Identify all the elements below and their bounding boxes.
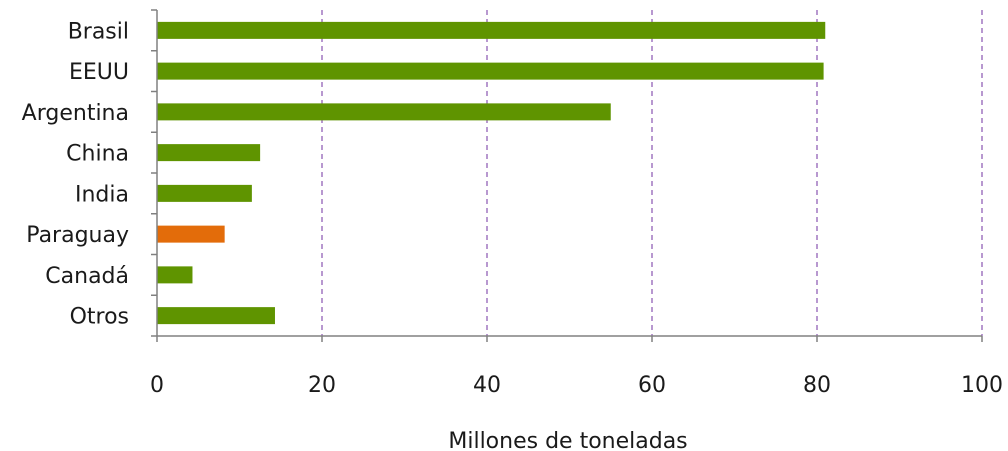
gridlines — [321, 10, 983, 336]
category-label-china: China — [66, 142, 129, 167]
category-label-otros: Otros — [70, 305, 129, 330]
bar-india — [157, 184, 252, 202]
category-label-argentina: Argentina — [22, 101, 129, 126]
category-label-brasil: Brasil — [68, 19, 129, 44]
bar-canadá — [157, 266, 193, 284]
bar-otros — [157, 307, 275, 325]
category-label-india: India — [75, 182, 129, 207]
x-tick-label-20: 20 — [308, 373, 336, 398]
bar-paraguay — [157, 225, 225, 243]
axes — [151, 9, 983, 342]
x-tick-label-40: 40 — [473, 373, 501, 398]
x-tick-label-100: 100 — [961, 373, 1003, 398]
category-label-paraguay: Paraguay — [26, 223, 129, 248]
category-labels: Brasil EEUU Argentina China India Paraguay Can… — [22, 19, 129, 329]
x-axis-title: Millones de toneladas — [448, 429, 687, 451]
x-tick-label-80: 80 — [803, 373, 831, 398]
x-tick-label-60: 60 — [638, 373, 666, 398]
category-label-canadá: Canadá — [45, 264, 129, 289]
x-tick-label-0: 0 — [150, 373, 164, 398]
bar-argentina — [157, 103, 611, 121]
bar-china — [157, 144, 261, 162]
bar-eeuu — [157, 62, 824, 80]
bar-brasil — [157, 21, 826, 39]
x-tick-labels: 0 20 40 60 80 100 — [150, 373, 1003, 398]
bars — [157, 21, 826, 325]
category-label-eeuu: EEUU — [69, 60, 129, 85]
